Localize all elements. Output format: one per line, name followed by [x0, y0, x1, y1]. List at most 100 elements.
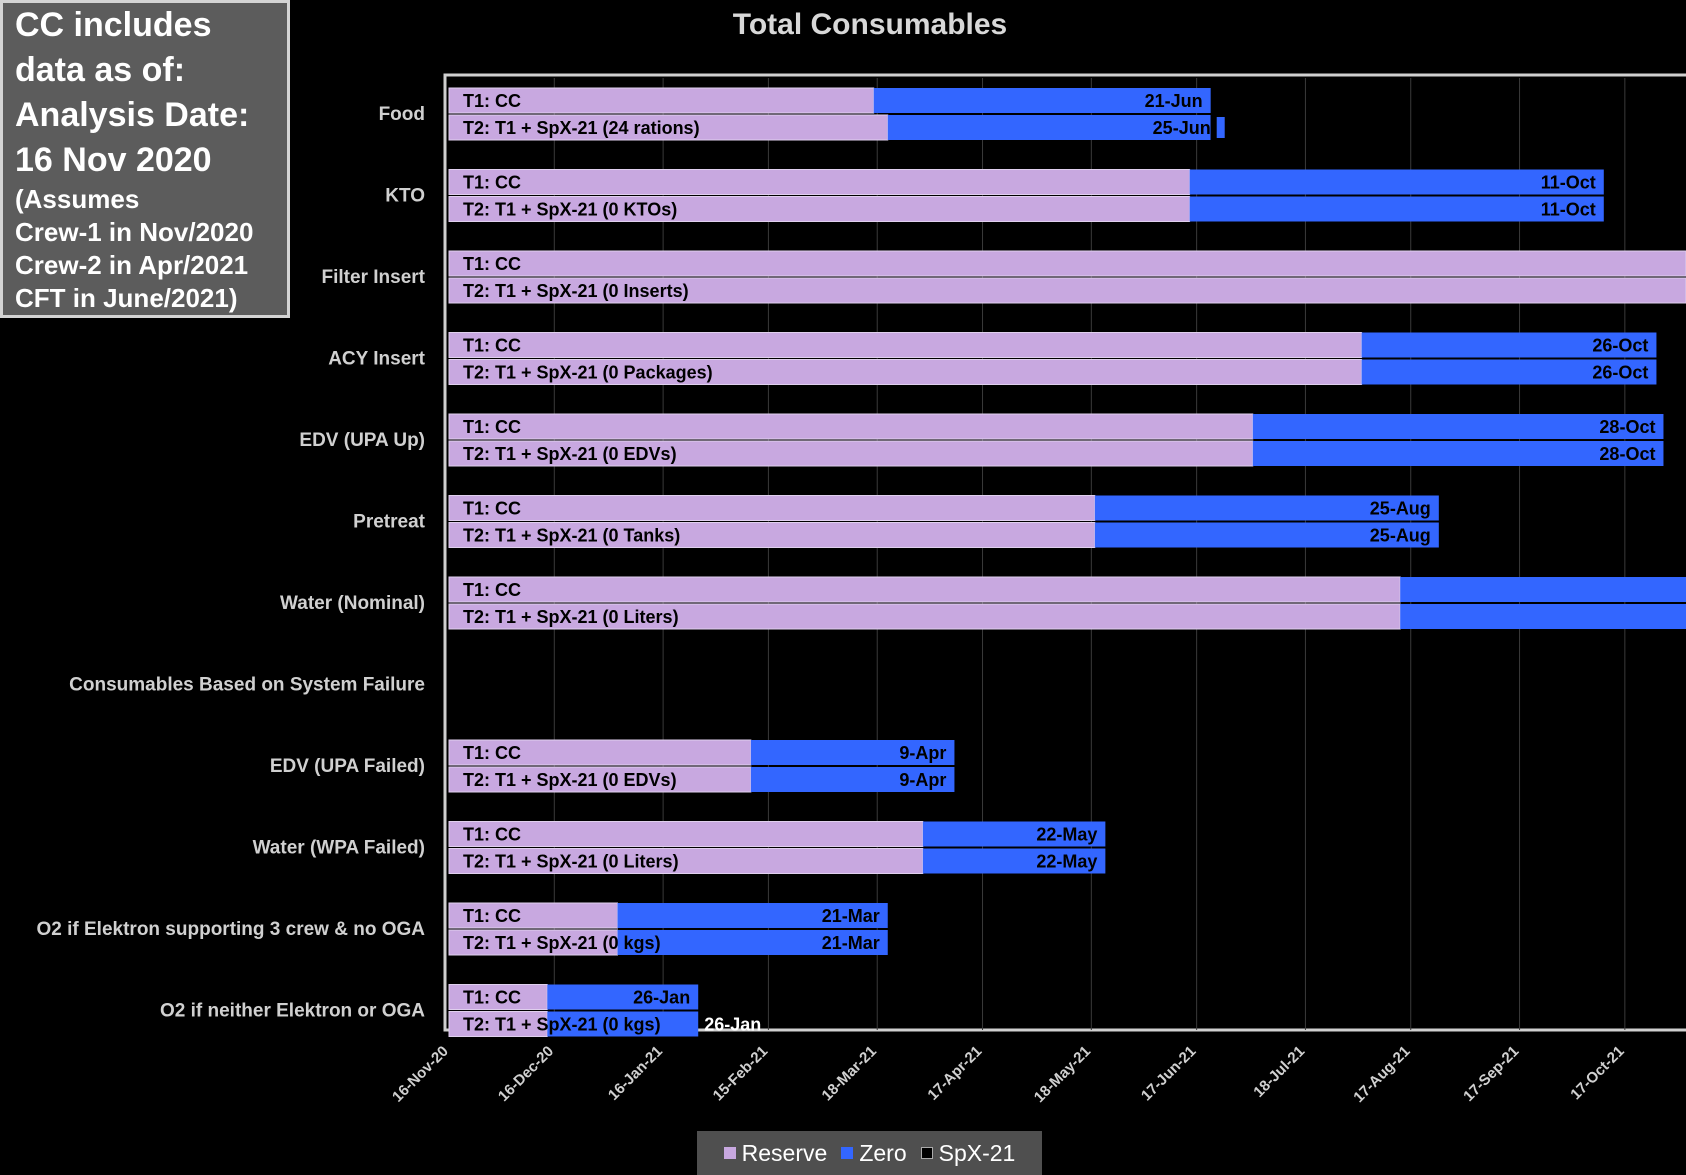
legend-item-reserve: Reserve: [723, 1140, 827, 1167]
bar-zero: [1189, 169, 1604, 195]
x-tick-label: 17-Aug-21: [1350, 1043, 1413, 1106]
category-label: ACY Insert: [328, 349, 425, 370]
bar-reserve: [448, 196, 1191, 222]
bar-label: T2: T1 + SpX-21 (0 Inserts): [463, 281, 689, 301]
bar-zero: [887, 115, 1211, 140]
bar-reserve: [448, 848, 924, 874]
x-tick-label: 17-Oct-21: [1567, 1043, 1627, 1103]
x-tick-label: 18-Mar-21: [818, 1043, 880, 1105]
x-tick-label: 18-May-21: [1031, 1043, 1094, 1106]
bar-label: T1: CC: [463, 254, 521, 274]
bar-end-label: 9-Apr: [899, 770, 946, 790]
bar-end-label: 25-Jun: [1153, 118, 1211, 138]
bar-zero: [547, 1011, 699, 1037]
bar-zero: [1189, 196, 1604, 222]
bar-end-label: 28-Oct: [1599, 417, 1655, 437]
bar-spx21: [1210, 115, 1221, 140]
legend-swatch-spx21: [920, 1147, 933, 1159]
bar-zero: [1361, 359, 1657, 385]
note-line: data as of:: [15, 51, 186, 89]
bar-end-label: 26-Jan: [704, 1015, 761, 1035]
note-line: Analysis Date:: [15, 96, 250, 134]
category-label: Filter Insert: [322, 267, 426, 288]
bar-reserve: [448, 114, 889, 141]
bar-zero: [922, 821, 1106, 847]
bar-label: T1: CC: [463, 336, 521, 356]
legend-swatch-zero: [841, 1147, 854, 1159]
x-tick-label: 16-Dec-20: [495, 1043, 557, 1105]
bar-end-label: 25-Aug: [1370, 526, 1431, 546]
x-tick-label: 17-Jun-21: [1138, 1043, 1200, 1105]
bar-label: T1: CC: [463, 906, 521, 926]
category-label: Pretreat: [353, 512, 425, 533]
bar-label: T2: T1 + SpX-21 (0 kgs): [463, 933, 661, 953]
bar-zero: [617, 903, 888, 928]
bar-reserve: [448, 440, 1254, 467]
bar-end-label: 26-Oct: [1592, 363, 1648, 383]
legend-item-zero: Zero: [841, 1139, 907, 1167]
bar-label: T2: T1 + SpX-21 (0 Tanks): [463, 526, 680, 546]
bar-label: T2: T1 + SpX-21 (0 EDVs): [463, 770, 677, 790]
analysis-note-box: CC includes data as of: Analysis Date: 1…: [0, 0, 290, 318]
bar-reserve: [448, 169, 1191, 195]
bar-spx21-tip: [1216, 117, 1225, 138]
x-tick-label: 15-Feb-21: [710, 1043, 772, 1105]
note-line: 16 Nov 2020: [15, 141, 212, 179]
bar-label: T1: CC: [463, 417, 521, 437]
bar-label: T1: CC: [463, 91, 521, 111]
bar-end-label: 25-Aug: [1370, 499, 1431, 519]
x-tick-label: 17-Sep-21: [1460, 1043, 1522, 1105]
bar-zero: [1252, 441, 1664, 466]
bar-label: T2: T1 + SpX-21 (0 Liters): [463, 607, 679, 627]
consumables-chart: 16-Nov-20 16-Dec-20 16-Jan-21 15-Feb-21 18-M…: [37, 73, 1686, 1106]
chart-title: Total Consumables: [732, 8, 1008, 41]
x-tick-label: 17-Apr-21: [924, 1043, 985, 1104]
bar-end-label: 11-Oct: [1541, 200, 1596, 220]
bar-reserve: [448, 495, 1096, 521]
bar-label: T1: CC: [463, 580, 521, 600]
legend-label-zero: Zero: [859, 1139, 907, 1166]
legend-label-spx21: SpX-21: [938, 1139, 1016, 1166]
bar-zero: [617, 930, 888, 955]
bar-label: T1: CC: [463, 173, 521, 193]
x-tick-label: 16-Jan-21: [605, 1043, 666, 1104]
bar-zero: [1094, 522, 1439, 548]
bar-zero: [750, 740, 955, 765]
bar-end-label: 9-Apr: [899, 743, 946, 763]
bar-zero: [1361, 332, 1657, 358]
bar-reserve: [448, 87, 875, 114]
bar-reserve: [448, 902, 618, 929]
bar-end-label: 11-Oct: [1541, 173, 1596, 193]
bar-reserve: [448, 332, 1363, 358]
bar-end-label: 26-Oct: [1592, 336, 1648, 356]
bar-zero: [873, 88, 1211, 113]
bar-end-label: 21-Jun: [1145, 91, 1203, 111]
bar-zero: [1400, 604, 1686, 629]
bar-reserve: [448, 929, 618, 956]
category-label: EDV (UPA Up): [299, 430, 425, 451]
bar-label: T2: T1 + SpX-21 (24 rations): [463, 118, 700, 138]
chart-legend: Reserve Zero SpX-21: [697, 1131, 1042, 1175]
bar-reserve: [448, 250, 1686, 277]
bar-label: T2: T1 + SpX-21 (0 Packages): [463, 363, 713, 383]
category-label: Food: [379, 104, 425, 125]
note-subline: (Assumes: [15, 184, 140, 214]
bar-reserve: [448, 359, 1363, 385]
bar-zero: [1400, 577, 1686, 602]
bar-end-label: 22-May: [1036, 852, 1097, 872]
x-tick-label: 18-Jul-21: [1250, 1043, 1308, 1101]
bar-zero: [1094, 495, 1439, 521]
bar-end-label: 28-Oct: [1599, 444, 1655, 464]
bar-end-label: 22-May: [1036, 825, 1097, 845]
bar-end-label: 26-Jan: [633, 988, 690, 1008]
x-tick-label: 16-Nov-20: [389, 1043, 452, 1106]
note-subline: CFT in June/2021): [15, 283, 238, 313]
category-label: KTO: [385, 186, 425, 207]
category-label: Consumables Based on System Failure: [69, 675, 425, 696]
bar-label: T1: CC: [463, 743, 521, 763]
category-label: O2 if neither Elektron or OGA: [160, 1001, 425, 1022]
bar-label: T2: T1 + SpX-21 (0 Liters): [463, 852, 679, 872]
bar-label: T2: T1 + SpX-21 (0 EDVs): [463, 444, 677, 464]
bar-zero: [1252, 414, 1664, 439]
bar-reserve: [448, 766, 752, 793]
